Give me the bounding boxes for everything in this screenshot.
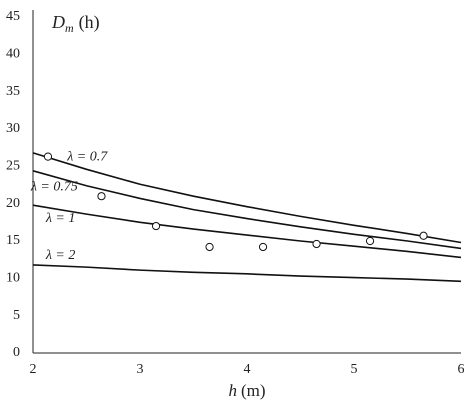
data-point (365, 236, 375, 246)
x-tick-label: 5 (351, 362, 358, 377)
curve (32, 170, 462, 250)
y-tick-label: 5 (13, 308, 20, 323)
y-tick-label: 30 (6, 121, 20, 136)
y-symbol: D (51, 12, 65, 32)
x-tick-label: 2 (30, 362, 37, 377)
curve (32, 152, 462, 244)
data-point (43, 152, 53, 161)
y-tick-label: 10 (6, 271, 20, 286)
y-tick-label: 45 (6, 9, 20, 24)
curve-label: λ = 0.75 (30, 179, 78, 194)
x-tick-label: 3 (137, 362, 144, 377)
data-point (258, 242, 268, 252)
x-axis-label: h (m) (228, 381, 265, 400)
data-point (312, 239, 321, 249)
x-tick-label: 6 (458, 362, 465, 377)
y-tick-label: 0 (13, 345, 20, 360)
x-unit: (m) (241, 381, 266, 400)
curve-label: λ = 0.7 (66, 150, 108, 165)
curve-label: λ = 1 (45, 211, 76, 226)
y-tick-label: 15 (6, 233, 20, 248)
data-point (97, 192, 106, 201)
data-point (205, 242, 214, 252)
curve (32, 264, 462, 283)
data-point (151, 221, 161, 231)
y-unit: (h) (79, 12, 100, 33)
y-tick-label: 20 (6, 196, 20, 211)
y-tick-label: 40 (6, 47, 20, 62)
y-axis-label: Dm (h) (51, 12, 100, 35)
curve (32, 204, 462, 259)
y-tick-label: 25 (6, 159, 20, 174)
x-symbol: h (228, 381, 237, 400)
y-tick-label: 35 (6, 84, 20, 99)
data-point (419, 231, 428, 240)
y-subscript: m (65, 21, 74, 35)
x-tick-label: 4 (244, 362, 251, 377)
curve-label: λ = 2 (45, 248, 76, 263)
